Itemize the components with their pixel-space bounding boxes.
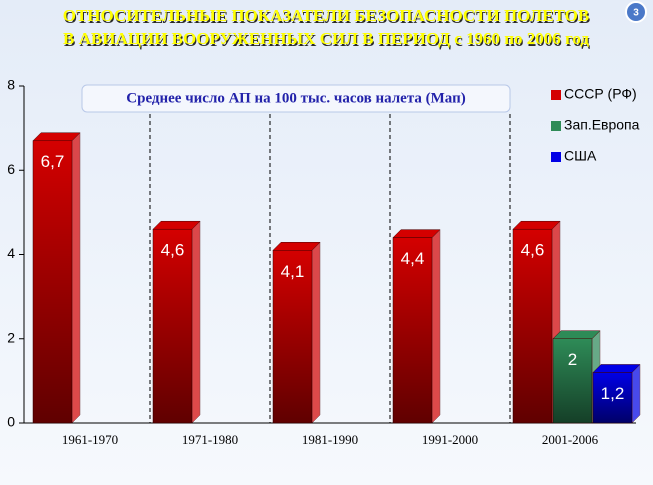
legend-swatch [551,121,561,131]
value-label: 4,4 [401,249,425,268]
bar-shade [153,229,192,423]
bar-top [272,242,321,251]
y-tick-label: 6 [7,161,15,177]
bar-side [631,363,641,424]
x-tick-label: 2001-2006 [542,432,599,447]
x-tick-label: 1991-2000 [422,432,478,447]
subtitle-box [81,84,511,113]
y-tick-label: 4 [7,245,15,261]
bar-shade [593,372,632,423]
bar-top [552,330,601,339]
value-label: 6,7 [41,152,65,171]
x-tick-label: 1981-1990 [302,432,358,447]
bar-shade [393,237,432,423]
value-label: 4,6 [521,241,545,260]
chart-title: ОТНОСИТЕЛЬНЫЕ ПОКАЗАТЕЛИ БЕЗОПАСНОСТИ ПО… [63,6,590,25]
title-shadow: В АВИАЦИИ ВООРУЖЕННЫХ СИЛ В ПЕРИОД с 196… [64,31,590,50]
chart-title: В АВИАЦИИ ВООРУЖЕННЫХ СИЛ В ПЕРИОД с 196… [63,29,589,48]
subtitle: Среднее число АП на 100 тыс. часов налет… [126,90,465,106]
bar-side [71,132,81,424]
slide-badge [625,1,647,23]
bar-top [512,220,561,230]
title-shadow: ОТНОСИТЕЛЬНЫЕ ПОКАЗАТЕЛИ БЕЗОПАСНОСТИ ПО… [64,8,591,27]
bar-top [152,220,201,230]
x-tick-label: 1961-1970 [62,432,118,447]
x-tick-label: 1971-1980 [182,432,238,447]
bar-side [431,229,441,424]
y-tick-label: 8 [7,77,15,93]
bar-shade [273,250,312,423]
bar-shade [33,140,72,423]
value-label: 2 [568,350,577,369]
bar-top [392,229,441,238]
legend-label: Зап.Европа [564,117,640,133]
bar-shade [553,338,592,423]
legend-label: СССР (РФ) [564,86,637,102]
bar-shade [513,229,552,423]
legend-swatch [551,90,561,100]
bar-top [32,132,81,142]
value-label: 1,2 [601,384,625,403]
bar-top [592,364,641,373]
legend-label: США [564,148,597,164]
bar-side [191,220,201,424]
bar-side [311,241,321,424]
slide-number: 3 [633,8,639,19]
value-label: 4,1 [281,262,305,281]
legend-swatch [551,152,561,162]
y-tick-label: 2 [7,329,15,345]
value-label: 4,6 [161,241,185,260]
y-tick-label: 0 [7,414,15,430]
